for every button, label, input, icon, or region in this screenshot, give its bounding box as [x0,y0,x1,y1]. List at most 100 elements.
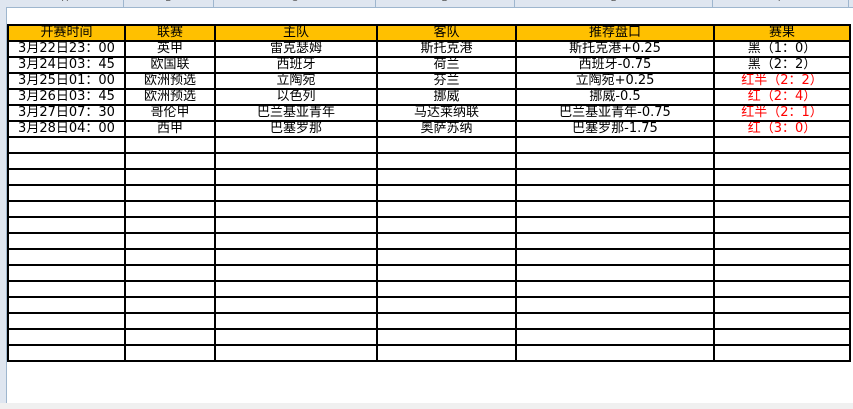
empty-cell[interactable] [214,232,378,250]
empty-cell[interactable] [376,280,517,298]
empty-cell[interactable] [515,280,715,298]
empty-cell[interactable] [713,152,851,170]
empty-cell[interactable] [515,184,715,202]
empty-cell[interactable] [124,168,216,186]
empty-cell[interactable] [515,216,715,234]
empty-cell[interactable] [124,200,216,218]
empty-cell[interactable] [7,152,126,170]
empty-cell[interactable] [713,248,851,266]
empty-cell[interactable] [376,312,517,330]
time-cell[interactable]: 3月28日04：00 [7,120,126,138]
pick-cell[interactable]: 巴塞罗那-1.75 [515,120,715,138]
column-header-A[interactable]: A [7,0,124,7]
empty-cell[interactable] [124,312,216,330]
empty-cell[interactable] [376,136,517,154]
empty-cell[interactable] [124,184,216,202]
empty-cell[interactable] [376,264,517,282]
empty-cell[interactable] [214,136,378,154]
away-cell[interactable]: 荷兰 [376,56,517,74]
empty-cell[interactable] [7,136,126,154]
empty-cell[interactable] [7,184,126,202]
empty-cell[interactable] [713,264,851,282]
result-cell[interactable]: 红半（2：1） [713,104,851,122]
empty-cell[interactable] [713,328,851,346]
empty-cell[interactable] [124,136,216,154]
empty-cell[interactable] [7,232,126,250]
time-cell[interactable]: 3月27日07：30 [7,104,126,122]
empty-cell[interactable] [214,280,378,298]
pick-cell[interactable]: 斯托克港+0.25 [515,40,715,58]
result-cell[interactable]: 红半（2：2） [713,72,851,90]
empty-cell[interactable] [376,200,517,218]
empty-cell[interactable] [214,328,378,346]
empty-cell[interactable] [713,168,851,186]
time-cell[interactable]: 3月24日03：45 [7,56,126,74]
column-header-E[interactable]: E [515,0,713,7]
league-cell[interactable]: 欧国联 [124,56,216,74]
away-cell[interactable]: 挪威 [376,88,517,106]
empty-cell[interactable] [515,328,715,346]
home-cell[interactable]: 立陶宛 [214,72,378,90]
empty-cell[interactable] [214,312,378,330]
time-cell[interactable]: 3月26日03：45 [7,88,126,106]
empty-cell[interactable] [214,184,378,202]
result-cell[interactable]: 红（2：4） [713,88,851,106]
empty-cell[interactable] [214,296,378,314]
home-cell[interactable]: 以色列 [214,88,378,106]
column-header-F[interactable]: F [713,0,849,7]
empty-cell[interactable] [214,168,378,186]
pick-cell[interactable]: 巴兰基亚青年-0.75 [515,104,715,122]
empty-cell[interactable] [124,280,216,298]
away-cell[interactable]: 斯托克港 [376,40,517,58]
empty-cell[interactable] [713,296,851,314]
empty-cell[interactable] [515,152,715,170]
home-cell[interactable]: 西班牙 [214,56,378,74]
empty-cell[interactable] [214,152,378,170]
empty-cell[interactable] [7,248,126,266]
result-cell[interactable]: 红（3：0） [713,120,851,138]
empty-cell[interactable] [214,216,378,234]
empty-cell[interactable] [7,312,126,330]
empty-cell[interactable] [124,248,216,266]
empty-cell[interactable] [7,280,126,298]
empty-cell[interactable] [515,232,715,250]
empty-cell[interactable] [7,328,126,346]
empty-cell[interactable] [515,344,715,362]
header-cell[interactable]: 客队 [376,24,517,42]
column-header-C[interactable]: C [214,0,376,7]
empty-cell[interactable] [7,168,126,186]
empty-cell[interactable] [515,248,715,266]
league-cell[interactable]: 西甲 [124,120,216,138]
result-cell[interactable]: 黑（1：0） [713,40,851,58]
empty-cell[interactable] [515,136,715,154]
header-cell[interactable]: 联赛 [124,24,216,42]
empty-cell[interactable] [376,216,517,234]
empty-cell[interactable] [7,344,126,362]
pick-cell[interactable]: 立陶宛+0.25 [515,72,715,90]
home-cell[interactable]: 巴兰基亚青年 [214,104,378,122]
empty-cell[interactable] [713,136,851,154]
empty-cell[interactable] [515,200,715,218]
empty-cell[interactable] [214,248,378,266]
empty-cell[interactable] [7,200,126,218]
empty-cell[interactable] [515,296,715,314]
empty-cell[interactable] [376,232,517,250]
league-cell[interactable]: 哥伦甲 [124,104,216,122]
empty-cell[interactable] [214,264,378,282]
empty-cell[interactable] [376,248,517,266]
empty-cell[interactable] [713,280,851,298]
empty-cell[interactable] [713,312,851,330]
time-cell[interactable]: 3月22日23：00 [7,40,126,58]
empty-cell[interactable] [214,344,378,362]
empty-cell[interactable] [376,152,517,170]
empty-cell[interactable] [376,168,517,186]
home-cell[interactable]: 雷克瑟姆 [214,40,378,58]
empty-cell[interactable] [124,328,216,346]
header-cell[interactable]: 推荐盘口 [515,24,715,42]
empty-cell[interactable] [214,200,378,218]
column-header-B[interactable]: B [124,0,214,7]
empty-cell[interactable] [713,344,851,362]
pick-cell[interactable]: 西班牙-0.75 [515,56,715,74]
league-cell[interactable]: 欧洲预选 [124,88,216,106]
home-cell[interactable]: 巴塞罗那 [214,120,378,138]
